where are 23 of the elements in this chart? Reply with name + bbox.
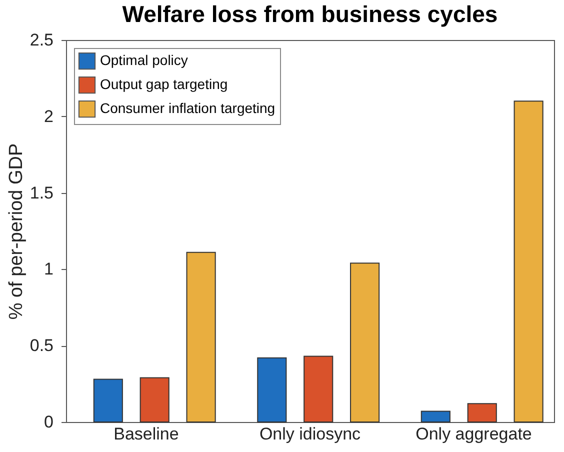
- x-tick-label: Baseline: [114, 424, 179, 444]
- y-tick-label: 1: [44, 260, 54, 279]
- bar: [304, 356, 334, 422]
- y-axis-title: % of per-period GDP: [6, 143, 27, 320]
- bar: [140, 377, 170, 422]
- legend-label: Consumer inflation targeting: [100, 100, 276, 116]
- bar: [350, 262, 380, 422]
- chart-title: Welfare loss from business cycles: [122, 1, 498, 27]
- bar: [186, 252, 216, 422]
- y-tick-label: 0: [44, 412, 54, 432]
- bar: [467, 403, 497, 422]
- y-tick-label: 0.5: [30, 336, 54, 356]
- bar: [93, 378, 123, 422]
- y-tick-label: 2.5: [30, 30, 54, 50]
- x-tick-label: Only idiosync: [259, 424, 362, 444]
- y-tick-label: 2: [44, 106, 54, 126]
- x-tick-label: Only aggregate: [416, 424, 532, 444]
- bar: [514, 100, 544, 422]
- y-tick-label: 1.5: [30, 183, 54, 202]
- legend-label: Optimal policy: [100, 52, 188, 68]
- bar: [420, 410, 450, 422]
- legend-label: Output gap targeting: [100, 76, 228, 92]
- bar: [257, 357, 287, 422]
